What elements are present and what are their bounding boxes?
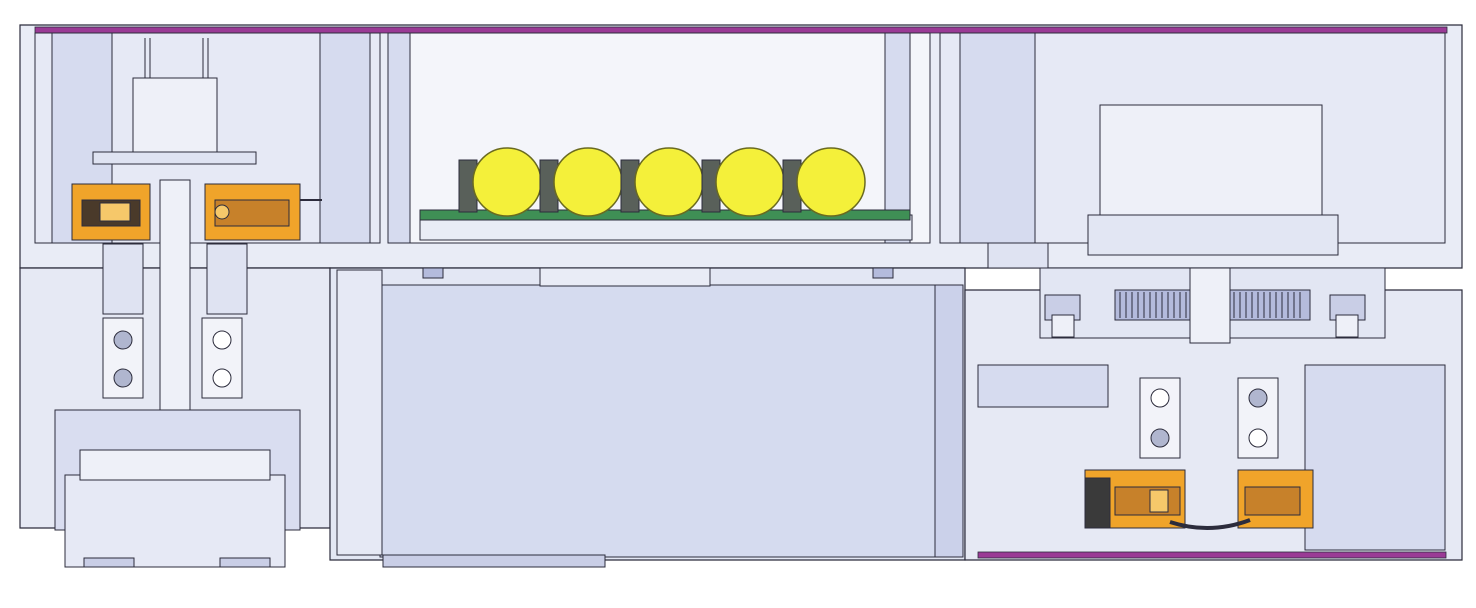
- left-motor-section: [34, 32, 381, 568]
- capacitor: [553, 147, 623, 217]
- left-ball-columns: [102, 317, 243, 399]
- left-bearing-assembly: [71, 183, 322, 241]
- capacitor: [796, 147, 866, 217]
- center-motor-body: [336, 267, 964, 568]
- right-bearing-assembly: [1084, 469, 1314, 530]
- right-ball-columns: [977, 364, 1446, 551]
- right-gear-section: [939, 32, 1446, 269]
- bottom-cover-plate: [977, 551, 1447, 559]
- capacitor: [715, 147, 785, 217]
- right-gear-assembly: [1039, 267, 1386, 344]
- capacitor: [634, 147, 704, 217]
- capacitor: [472, 147, 542, 217]
- top-cover-plate: [34, 26, 1448, 34]
- capacitor-group: [458, 147, 866, 217]
